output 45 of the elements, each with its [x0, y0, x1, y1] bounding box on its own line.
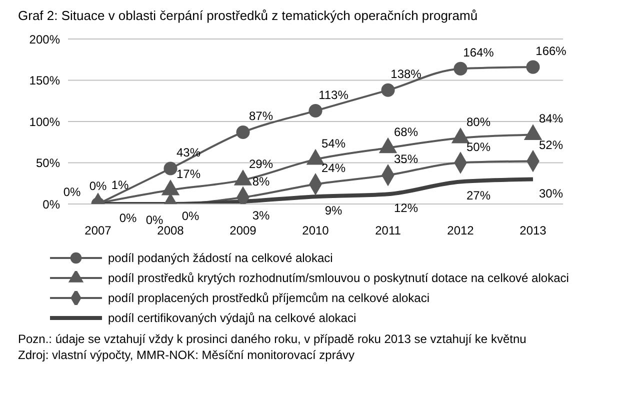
data-label: 164%	[463, 46, 494, 60]
data-label: 35%	[394, 152, 418, 166]
data-label: 87%	[248, 109, 274, 124]
data-label: 29%	[248, 157, 274, 172]
data-label: 80%	[466, 115, 491, 129]
y-tick-label: 100%	[29, 114, 60, 129]
data-label: 84%	[538, 112, 564, 126]
y-tick-label: 150%	[29, 74, 60, 88]
data-label: 68%	[394, 124, 418, 139]
data-label: 54%	[321, 136, 346, 150]
legend-label: podíl certifikovaných výdajů na celkové alokaci	[108, 311, 356, 325]
legend-label: podíl proplacených prostředků příjemcům na celkové alokaci	[108, 291, 430, 305]
y-tick-label: 50%	[36, 156, 60, 170]
data-label: 17%	[176, 166, 201, 181]
data-label: 0%	[182, 209, 200, 223]
data-label: 0%	[63, 185, 81, 199]
y-tick-label: 200%	[29, 32, 60, 46]
x-tick-label: 2010	[302, 224, 330, 238]
x-tick-label: 2012	[447, 224, 474, 238]
text: Zdroj: vlastní výpočty, MMR-NOK: Měsíční monitorovací zprávy	[18, 348, 356, 362]
data-label: 30%	[538, 186, 564, 200]
legend-label: podíl prostředků krytých rozhodnutím/smlouvou o poskytnutí dotace na celkové alokaci	[108, 271, 569, 285]
x-tick-label: 2009	[230, 224, 257, 238]
data-label: 27%	[466, 188, 491, 203]
data-label: 9%	[324, 204, 342, 218]
data-label: 50%	[466, 140, 491, 154]
data-label: 0%	[119, 211, 137, 225]
x-tick-label: 2013	[520, 224, 547, 238]
text: Pozn.: údaje se vztahují vždy k prosinci daného roku, v případě roku 2013 se vztahují ke květnu	[18, 332, 528, 346]
data-label: 52%	[538, 138, 564, 152]
data-label: 24%	[321, 161, 346, 176]
legend-label: podíl podaných žádostí na celkové alokaci	[108, 251, 333, 265]
data-label: 138%	[390, 67, 422, 82]
x-tick-label: 2007	[84, 224, 112, 238]
x-tick-label: 2011	[375, 224, 402, 238]
data-label: 43%	[176, 146, 201, 160]
data-label: 0%	[89, 179, 107, 193]
data-label: 1%	[111, 178, 129, 192]
data-label: 8%	[252, 174, 270, 188]
chart-title: Graf 2: Situace v oblasti čerpání prostředků z tematických operačních programů	[18, 8, 479, 23]
data-label: 12%	[394, 201, 418, 216]
y-tick-label: 0%	[42, 197, 60, 212]
data-label: 166%	[536, 44, 567, 58]
data-label: 3%	[252, 208, 270, 223]
data-label: 113%	[318, 88, 349, 102]
